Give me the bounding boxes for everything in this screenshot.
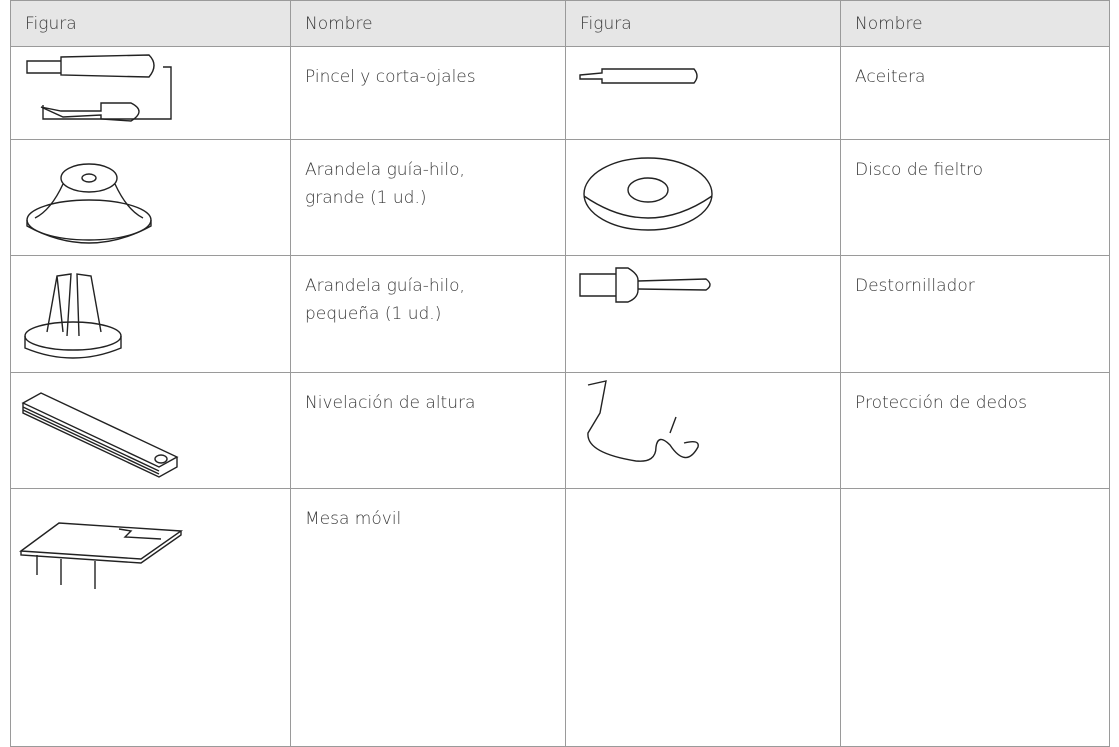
empty-cell: [565, 488, 841, 747]
figure-cell: [10, 488, 291, 747]
name-cell: Mesa móvil: [290, 488, 566, 747]
row: Pincel y corta-ojales Aceitera: [10, 46, 1110, 140]
figure-cell: [10, 46, 291, 140]
name-cell: Arandela guía-hilo, pequeña (1 ud.): [290, 255, 566, 373]
figure-cell: [10, 255, 291, 373]
large-spool-disc-icon: [26, 163, 152, 244]
figure-cell: [10, 139, 291, 256]
name-cell: Nivelación de altura: [290, 372, 566, 489]
header-cell: Figura: [565, 0, 841, 47]
figure-cell: [10, 372, 291, 489]
row: Arandela guía-hilo, pequeña (1 ud.) Dest…: [10, 255, 1110, 373]
empty-cell: [840, 488, 1110, 747]
name-cell: Protección de dedos: [840, 372, 1110, 489]
figure-cell: [565, 139, 841, 256]
small-spool-cap-icon: [24, 273, 122, 359]
header-row: Figura Nombre Figura Nombre: [10, 0, 1110, 47]
header-cell: Nombre: [840, 0, 1110, 47]
row: Nivelación de altura Protección de dedos: [10, 372, 1110, 489]
name-cell: Destornillador: [840, 255, 1110, 373]
height-plate-icon: [21, 392, 179, 478]
header-cell: Nombre: [290, 0, 566, 47]
figure-cell: [565, 372, 841, 489]
name-cell: Arandela guía-hilo, grande (1 ud.): [290, 139, 566, 256]
name-cell: Pincel y corta-ojales: [290, 46, 566, 140]
figure-cell: [565, 46, 841, 140]
oiler-icon: [579, 68, 698, 84]
brush-icon: [26, 54, 172, 122]
row: Mesa móvil: [10, 488, 1110, 747]
name-cell: Disco de fieltro: [840, 139, 1110, 256]
figure-cell: [565, 255, 841, 373]
finger-guard-icon: [587, 380, 699, 462]
sliding-table-icon: [19, 522, 184, 589]
row: Arandela guía-hilo, grande (1 ud.) Disco…: [10, 139, 1110, 256]
screwdriver-icon: [579, 267, 711, 303]
accessory-table: Figura Nombre Figura Nombre Pincel y cor…: [10, 0, 1110, 747]
header-cell: Figura: [10, 0, 291, 47]
name-cell: Aceitera: [840, 46, 1110, 140]
felt-disc-icon: [583, 157, 713, 231]
